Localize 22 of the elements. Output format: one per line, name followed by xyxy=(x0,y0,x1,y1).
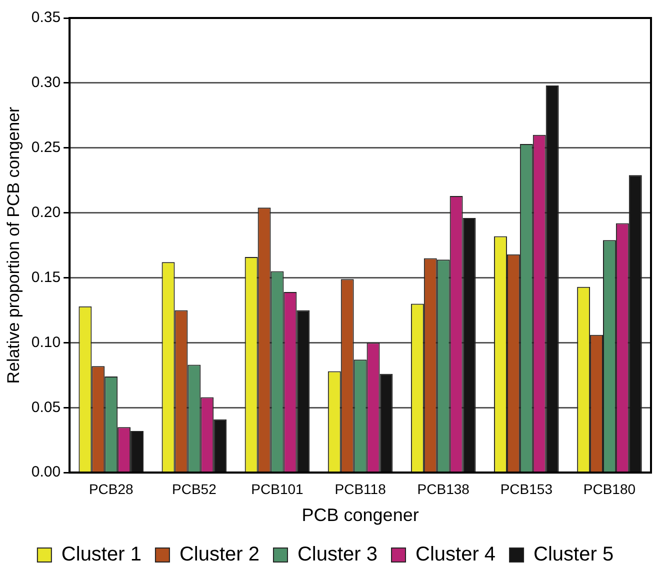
x-tick-label: PCB180 xyxy=(583,480,636,497)
legend-label: Cluster 3 xyxy=(297,544,378,566)
y-tick-label: 0.00 xyxy=(31,464,61,481)
y-axis-title: Relative proportion of PCB congener xyxy=(4,106,23,384)
legend-label: Cluster 5 xyxy=(534,544,614,566)
y-tick-label: 0.05 xyxy=(31,398,61,416)
x-tick-label: PCB153 xyxy=(500,480,553,497)
y-tick-label: 0.35 xyxy=(31,9,61,26)
x-axis-title: PCB congener xyxy=(302,505,419,526)
x-tick-label: PCB138 xyxy=(417,480,470,497)
y-tick-label: 0.30 xyxy=(31,74,61,92)
legend-label: Cluster 1 xyxy=(61,544,142,566)
y-tick-label: 0.15 xyxy=(31,268,61,286)
y-tick-label: 0.25 xyxy=(31,139,61,156)
x-tick-label: PCB118 xyxy=(334,480,386,497)
x-tick-label: PCB52 xyxy=(172,480,217,497)
legend-label: Cluster 2 xyxy=(179,544,260,566)
legend-label: Cluster 4 xyxy=(416,544,496,566)
x-tick-label: PCB101 xyxy=(251,480,304,497)
y-tick-label: 0.10 xyxy=(31,334,61,351)
y-tick-label: 0.20 xyxy=(31,204,61,221)
x-tick-label: PCB28 xyxy=(88,480,134,497)
